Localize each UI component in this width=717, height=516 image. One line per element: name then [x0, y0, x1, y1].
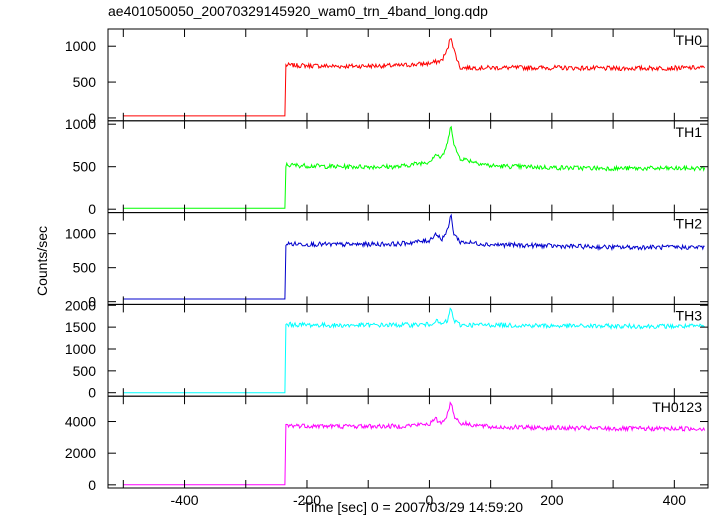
panel-th3: 0 500 1000 1500 2000 TH3 [65, 297, 709, 401]
panel-label-th0123: TH0123 [652, 399, 702, 415]
y-tick-label: 0 [88, 294, 96, 310]
panel-label-th2: TH2 [676, 216, 703, 232]
series-line-th2 [123, 213, 705, 300]
y-tick-label: 1000 [65, 38, 96, 54]
series-line-th0 [123, 38, 705, 117]
y-tick-label: 2000 [65, 445, 96, 461]
y-tick-label: 4000 [65, 414, 96, 430]
y-tick-label: 500 [73, 74, 97, 90]
y-axis-label: Counts/sec [34, 226, 50, 296]
y-tick-label: 1000 [65, 116, 96, 132]
y-tick-label: 1000 [65, 226, 96, 242]
y-tick-label: 2000 [65, 297, 96, 313]
figure-title: ae401050050_20070329145920_wam0_trn_4ban… [108, 3, 488, 19]
y-tick-label: 500 [73, 159, 97, 175]
y-tick-label: 0 [88, 477, 96, 493]
panel-th0: 0 500 1000 TH0 [65, 28, 709, 126]
panel-frame [107, 303, 709, 397]
x-tick-label: -400 [171, 492, 199, 508]
series-line-th0123 [123, 401, 706, 486]
panel-label-th1: TH1 [676, 124, 703, 140]
panel-label-th0: TH0 [676, 32, 703, 48]
x-axis-label: Time [sec] 0 = 2007/03/29 14:59:20 [303, 499, 523, 515]
y-tick-label: 1000 [65, 341, 96, 357]
panel-frame [107, 212, 709, 305]
panel-th2: 0 500 1000 TH2 [65, 212, 709, 310]
y-tick-label: 1500 [65, 319, 96, 335]
series-line-th1 [123, 125, 706, 209]
x-tick-label: 200 [540, 492, 564, 508]
x-tick-label: -200 [293, 492, 321, 508]
panel-frame [107, 395, 709, 489]
panel-label-th3: TH3 [676, 307, 703, 323]
x-tick-label: 400 [663, 492, 687, 508]
x-tick-label: 0 [426, 492, 434, 508]
panels-group: 0 500 1000 TH0 0 500 1000 TH1 0 500 1000 TH2 0 500 100… [65, 28, 709, 493]
series-line-th3 [123, 307, 705, 394]
y-tick-label: 0 [88, 385, 96, 401]
panel-frame [107, 28, 709, 122]
x-axis: -400 -200 0 200 400 [171, 492, 687, 508]
panel-th1: 0 500 1000 TH1 [65, 116, 709, 217]
y-tick-label: 0 [88, 201, 96, 217]
panel-th0123: 0 2000 4000 TH0123 [65, 395, 709, 493]
y-tick-label: 500 [73, 363, 97, 379]
y-tick-label: 0 [88, 110, 96, 126]
y-tick-label: 500 [73, 260, 97, 276]
